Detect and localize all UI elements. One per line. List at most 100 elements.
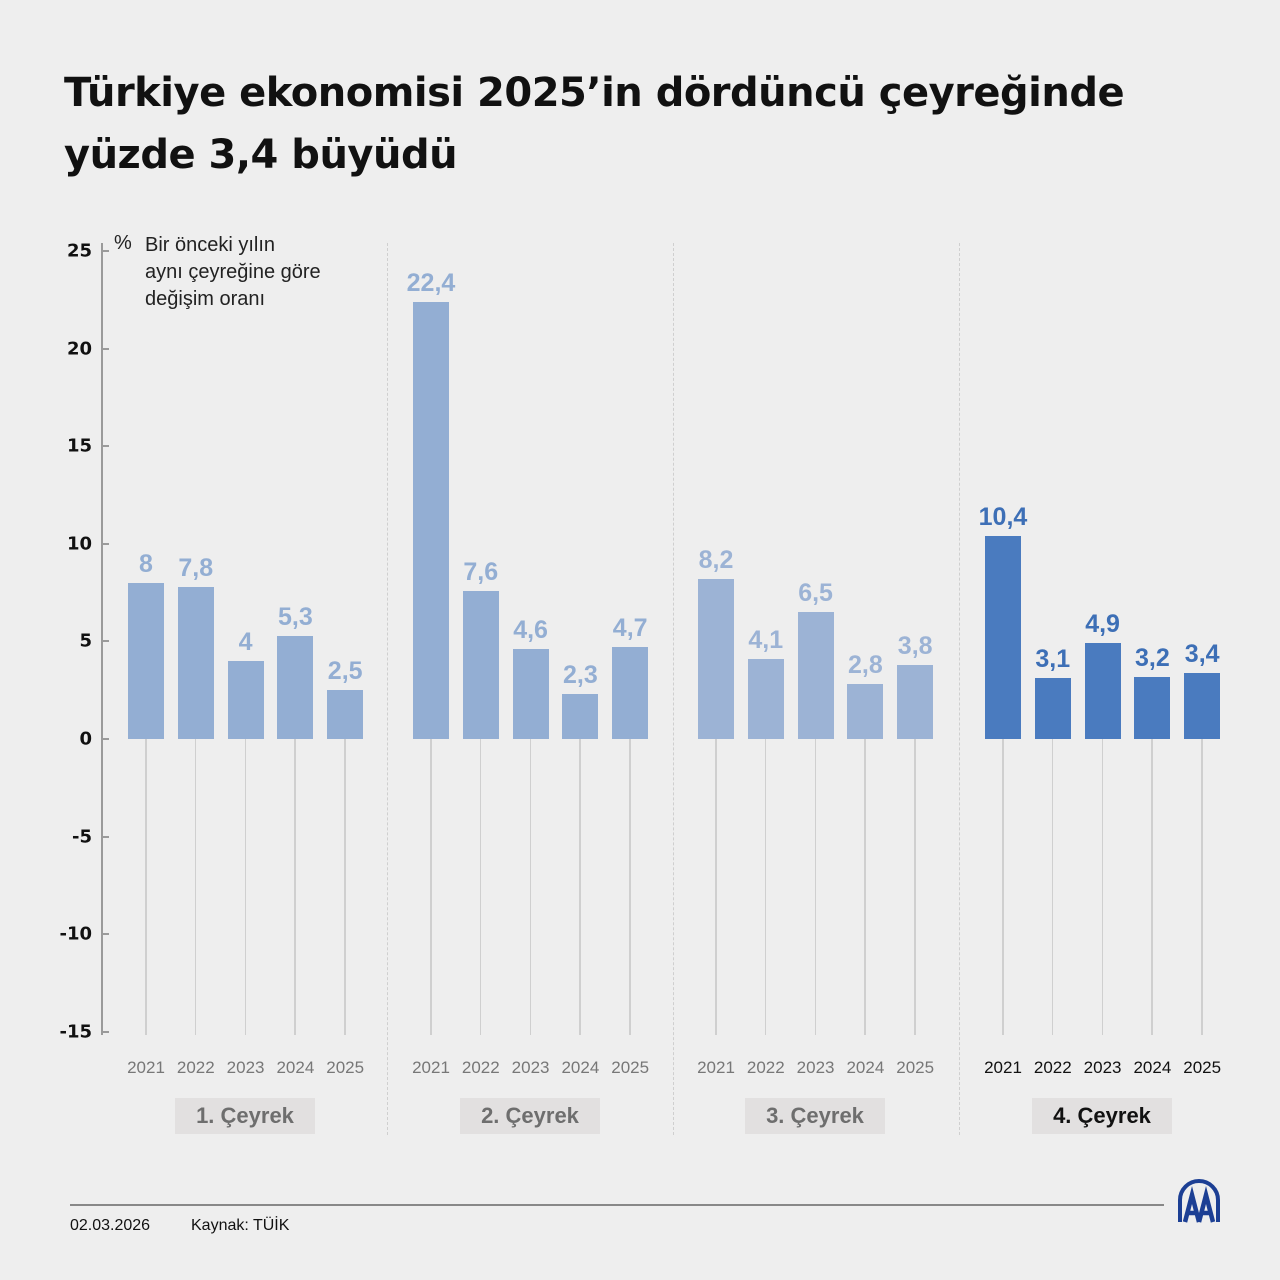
bar-value-label: 4,6 <box>513 616 548 645</box>
bar <box>413 301 449 739</box>
y-tick-label: -15 <box>59 1021 92 1043</box>
bar-value-label: 3,8 <box>897 631 933 660</box>
bar-value-label: 6,5 <box>798 579 833 608</box>
y-tick-label: -5 <box>72 826 92 848</box>
bar <box>277 635 314 739</box>
axis-note-line-1: Bir önceki yılın <box>145 234 276 256</box>
y-tick-mark <box>101 347 109 350</box>
year-label: 2023 <box>511 1058 550 1077</box>
group-separator <box>959 243 960 1135</box>
bar-value-label: 8 <box>139 549 153 578</box>
bar-value-label: 7,6 <box>463 557 499 586</box>
bar-value-label: 4 <box>238 627 253 656</box>
year-label: 2021 <box>127 1058 165 1077</box>
bar-stem <box>715 739 717 1035</box>
y-tick-label: 5 <box>79 630 92 652</box>
bar <box>747 658 784 739</box>
bar-stem <box>864 739 866 1035</box>
axis-note: Bir önceki yılın aynı çeyreğine göre değ… <box>145 232 321 313</box>
bar-stem <box>430 739 432 1035</box>
year-label: 2021 <box>412 1058 450 1077</box>
bar <box>462 590 499 739</box>
quarter-label: 1. Çeyrek <box>175 1098 315 1134</box>
year-label: 2022 <box>461 1058 500 1077</box>
bar-value-label: 2,3 <box>563 661 598 690</box>
bar-value-label: 4,9 <box>1085 610 1120 639</box>
bar <box>1184 672 1221 739</box>
year-label: 2025 <box>611 1058 650 1077</box>
y-tick-mark <box>101 250 109 252</box>
y-tick-mark <box>101 640 109 643</box>
axis-note-line-2: aynı çeyreğine göre <box>145 261 321 283</box>
year-label: 2021 <box>697 1058 735 1077</box>
chart-title: Türkiye ekonomisi 2025’in dördüncü çeyre… <box>64 62 1125 186</box>
y-tick-mark <box>101 542 109 545</box>
bar-value-label: 4,7 <box>612 614 648 643</box>
bar <box>1034 678 1071 739</box>
bar <box>327 690 364 739</box>
title-line-1: Türkiye ekonomisi 2025’in dördüncü çeyre… <box>64 70 1125 116</box>
bar-value-label: 22,4 <box>406 268 456 297</box>
y-tick-mark <box>101 1030 109 1033</box>
bar <box>985 535 1021 739</box>
year-label: 2024 <box>1133 1058 1172 1077</box>
date-label: 02.03.2026 <box>70 1217 151 1234</box>
bar-stem <box>914 739 916 1035</box>
group-separator <box>673 243 674 1135</box>
y-tick-label: 25 <box>66 240 92 262</box>
y-tick-label: 10 <box>66 533 92 555</box>
quarter-label: 4. Çeyrek <box>1032 1098 1172 1134</box>
group-separator <box>387 243 388 1135</box>
bar-stem <box>145 739 147 1035</box>
bar-stem <box>529 739 532 1035</box>
y-tick-label: 0 <box>79 728 92 750</box>
y-tick-label: -10 <box>59 923 92 945</box>
year-label: 2022 <box>176 1058 215 1077</box>
bar-value-label: 5,3 <box>278 602 313 631</box>
bar <box>227 660 264 739</box>
year-label: 2023 <box>226 1058 265 1077</box>
bar <box>1084 643 1121 739</box>
y-axis-line <box>101 243 103 1035</box>
bar-stem <box>479 739 482 1035</box>
bar-value-label: 2,5 <box>327 657 363 686</box>
aa-logo-icon <box>1178 1179 1220 1223</box>
bar <box>847 684 884 739</box>
axis-note-line-3: değişim oranı <box>145 288 266 310</box>
bar-stem <box>764 739 767 1035</box>
title-line-2: yüzde 3,4 büyüdü <box>64 132 458 178</box>
year-label: 2022 <box>1033 1058 1072 1077</box>
quarter-label: 2. Çeyrek <box>460 1098 600 1134</box>
y-tick-mark <box>101 445 109 448</box>
bar <box>612 647 649 739</box>
bar <box>177 586 214 739</box>
bar-value-label: 10,4 <box>978 502 1028 531</box>
bar-stem <box>344 739 346 1035</box>
bar-stem <box>1151 739 1153 1035</box>
bar-stem <box>1101 739 1104 1035</box>
bar-stem <box>814 739 817 1035</box>
footer-divider <box>70 1204 1164 1206</box>
bar-value-label: 3,2 <box>1135 643 1170 672</box>
y-tick-label: 15 <box>66 435 92 457</box>
bar <box>698 578 734 739</box>
y-tick-mark <box>101 933 109 936</box>
bar-stem <box>294 739 296 1035</box>
year-label: 2025 <box>896 1058 935 1077</box>
bar-stem <box>629 739 631 1035</box>
y-tick-label: 20 <box>66 338 92 360</box>
year-label: 2023 <box>1083 1058 1122 1077</box>
bar-value-label: 4,1 <box>748 625 784 654</box>
bar-stem <box>1051 739 1054 1035</box>
bar-value-label: 3,4 <box>1184 639 1220 668</box>
bar-value-label: 3,1 <box>1035 645 1071 674</box>
bar <box>897 664 934 739</box>
bar-value-label: 8,2 <box>698 545 734 574</box>
year-label: 2024 <box>276 1058 315 1077</box>
y-tick-mark <box>101 835 109 838</box>
bar <box>797 612 834 739</box>
year-label: 2025 <box>1183 1058 1222 1077</box>
year-label: 2024 <box>846 1058 885 1077</box>
bar-stem <box>1002 739 1004 1035</box>
year-label: 2021 <box>984 1058 1022 1077</box>
